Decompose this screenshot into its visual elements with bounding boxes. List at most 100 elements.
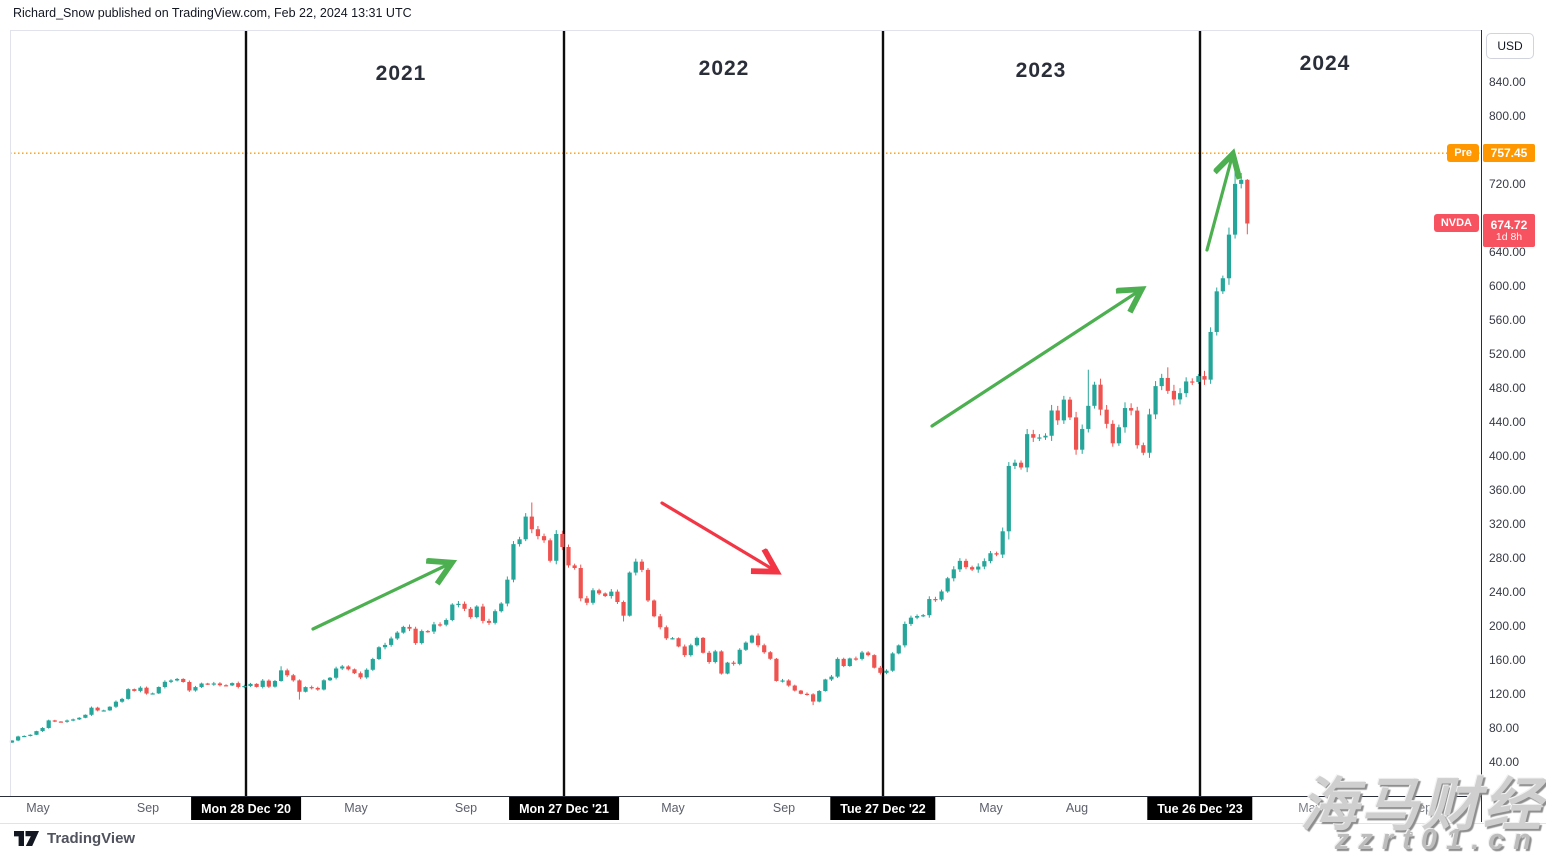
candle-body	[126, 689, 131, 699]
session-break-badge: Mon 28 Dec '20	[191, 797, 301, 820]
candle-body	[976, 566, 981, 570]
candle-body	[346, 666, 351, 670]
candle-body	[425, 631, 430, 633]
candle-body	[1061, 399, 1066, 421]
price-tick-label: 360.00	[1489, 483, 1526, 497]
year-label: 2024	[1299, 52, 1351, 75]
candle-body	[199, 683, 204, 688]
candle-body	[266, 680, 271, 687]
tradingview-logo[interactable]: TradingView	[14, 830, 135, 847]
candle-body	[548, 540, 553, 561]
candle-body	[156, 687, 161, 694]
candle-body	[340, 666, 345, 669]
candle-body	[223, 685, 229, 687]
candle-body	[168, 680, 174, 682]
candle-body	[291, 675, 296, 681]
candle-body	[523, 516, 528, 540]
candle-body	[401, 626, 406, 633]
price-tick-label: 560.00	[1489, 313, 1526, 327]
year-label: 2023	[1015, 59, 1067, 82]
candle-body	[963, 560, 969, 568]
candle-body	[994, 553, 999, 555]
candle-body	[933, 599, 938, 601]
candle-body	[9, 740, 15, 743]
candle-body	[456, 603, 461, 605]
candle-body	[285, 670, 290, 676]
time-tick-label: Sep	[136, 801, 160, 815]
candle-body	[719, 651, 724, 674]
price-tick-label: 480.00	[1489, 381, 1526, 395]
candle-body	[144, 687, 149, 694]
candle-body	[535, 529, 541, 537]
candle-body	[1018, 462, 1024, 468]
time-tick-label: May	[661, 801, 685, 815]
candle-body	[480, 606, 485, 621]
candle-body	[1037, 437, 1042, 439]
candle-body	[584, 598, 589, 603]
candle-body	[529, 516, 534, 530]
candle-body	[217, 683, 223, 686]
candle-body	[798, 690, 803, 694]
candle-body	[982, 561, 987, 567]
candle-body	[902, 623, 907, 646]
candle-body	[499, 603, 504, 612]
candle-body	[260, 680, 265, 687]
candle-body	[908, 617, 914, 624]
candle-body	[866, 652, 871, 656]
candle-body	[1202, 376, 1207, 380]
candle-body	[278, 670, 284, 681]
candle-body	[193, 687, 198, 691]
candle-body	[1092, 384, 1097, 406]
candle-body	[28, 734, 33, 736]
last-price-label: 674.72 1d 8h	[1483, 214, 1535, 248]
candle-body	[853, 658, 859, 660]
candle-body	[1220, 278, 1225, 292]
candle-body	[786, 680, 791, 686]
candle-body	[444, 620, 449, 625]
last-price-value: 674.72	[1490, 218, 1528, 233]
time-tick-label: Sep	[772, 801, 796, 815]
candle-body	[1031, 434, 1036, 438]
candle-body	[395, 632, 400, 639]
session-break-badge: Mon 27 Dec '21	[509, 797, 619, 820]
candle-body	[175, 678, 180, 681]
candle-body	[71, 719, 76, 721]
candle-body	[272, 680, 278, 687]
session-break-badge: Tue 26 Dec '23	[1147, 797, 1253, 820]
candle-body	[309, 687, 314, 689]
candle-body	[896, 645, 901, 654]
candle-body	[1135, 410, 1140, 446]
candle-body	[1067, 399, 1073, 418]
candle-body	[645, 569, 651, 601]
candle-body	[1214, 291, 1219, 332]
candle-body	[1141, 445, 1146, 453]
candle-body	[419, 631, 424, 644]
candle-body	[921, 615, 926, 617]
candle-body	[694, 637, 700, 646]
candle-body	[664, 627, 669, 639]
candle-body	[743, 642, 748, 650]
candle-body	[1049, 410, 1054, 436]
candle-body	[1122, 408, 1128, 428]
candle-body	[884, 670, 889, 673]
candle-body	[811, 694, 816, 702]
candle-body	[334, 668, 339, 678]
price-tick-label: 600.00	[1489, 279, 1526, 293]
candle-body	[64, 720, 70, 722]
candle-body	[181, 678, 186, 682]
candle-body	[817, 691, 822, 702]
candle-body	[1000, 531, 1005, 555]
candle-body	[1190, 381, 1195, 383]
candle-body	[389, 638, 394, 645]
candle-body	[835, 658, 840, 677]
candle-body	[621, 602, 626, 616]
plot-top-border	[10, 30, 1481, 31]
time-tick-label: Sep	[454, 801, 478, 815]
time-axis-border	[0, 796, 1481, 797]
currency-unit-button[interactable]: USD	[1486, 33, 1534, 59]
candle-body	[859, 652, 865, 659]
candle-body	[211, 683, 216, 685]
candle-body	[1147, 414, 1152, 453]
candle-body	[700, 637, 706, 653]
